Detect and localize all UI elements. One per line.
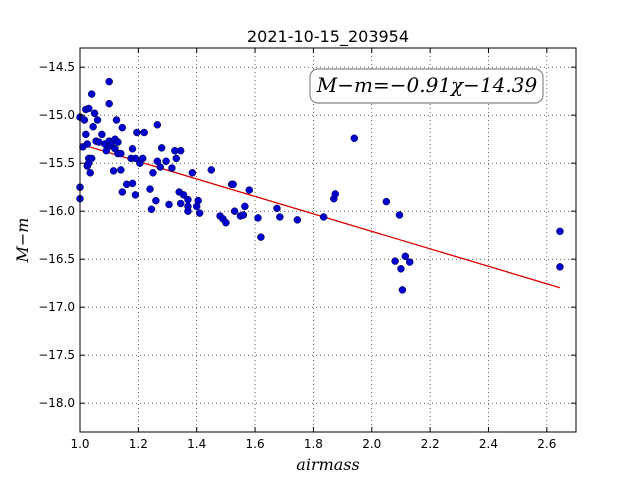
data-point [93, 116, 102, 124]
data-point [391, 257, 399, 265]
data-point [98, 130, 106, 139]
x-tick-label: 1.2 [129, 437, 148, 451]
fit-equation: M−m=−0.91χ−14.39 [316, 73, 538, 97]
data-point [118, 188, 127, 196]
data-point [293, 216, 302, 224]
data-point [382, 197, 391, 206]
data-point [109, 167, 118, 175]
data-point [165, 200, 173, 209]
data-point [118, 123, 127, 132]
axis-ticks: 1.0 1.2 1.4 1.6 1.8 2.0 2.2 2.4 2.6 −14.5 −15.0 −15… [38, 48, 576, 451]
x-tick-label: 2.0 [362, 437, 381, 451]
data-point [188, 169, 197, 177]
data-point [239, 211, 248, 219]
data-point [222, 218, 230, 227]
x-axis-label: airmass [296, 455, 359, 474]
data-point [146, 185, 154, 193]
data-point [254, 214, 262, 222]
data-point [82, 130, 90, 139]
data-point [156, 163, 164, 171]
data-point [138, 154, 147, 163]
data-point [85, 104, 93, 113]
data-point [241, 202, 249, 211]
y-tick-label: −17.5 [38, 348, 75, 362]
data-point [133, 128, 141, 137]
data-point [114, 138, 122, 146]
data-point [147, 205, 156, 214]
x-tick-label: 1.4 [187, 437, 206, 451]
data-point [319, 213, 328, 221]
data-point [90, 109, 99, 118]
data-point [149, 169, 157, 177]
data-point [168, 164, 176, 172]
data-point [556, 227, 564, 236]
data-point [152, 196, 160, 205]
annotation-box [309, 68, 544, 104]
data-point [395, 211, 404, 219]
data-point [179, 191, 188, 199]
data-point [117, 149, 125, 158]
data-point [140, 128, 148, 137]
y-tick-label: −17.0 [38, 300, 75, 314]
x-tick-label: 1.0 [70, 437, 89, 451]
x-tick-label: 1.8 [304, 437, 323, 451]
data-point [245, 186, 253, 194]
x-tick-label: 2.2 [421, 437, 440, 451]
data-point [397, 265, 405, 273]
data-point [162, 157, 170, 166]
data-point [273, 204, 281, 213]
data-point [184, 207, 192, 215]
y-tick-label: −15.0 [38, 108, 75, 122]
x-tick-label: 2.4 [479, 437, 498, 451]
x-tick-label: 2.6 [537, 437, 556, 451]
data-point [157, 144, 166, 152]
data-point [401, 252, 410, 261]
data-point [176, 146, 185, 155]
data-point [128, 145, 137, 153]
data-point [105, 77, 113, 86]
fit-annotation: M−m=−0.91χ−14.39 [309, 68, 544, 104]
data-point [86, 169, 94, 177]
data-point [112, 116, 121, 124]
data-point [153, 121, 162, 129]
data-point [89, 122, 97, 131]
data-point [172, 154, 181, 163]
data-point [131, 191, 140, 199]
data-point [176, 199, 185, 208]
data-point [128, 179, 137, 188]
data-point [80, 116, 89, 124]
data-point [257, 233, 265, 241]
data-point [230, 207, 239, 215]
y-tick-label: −14.5 [38, 60, 75, 74]
data-point [194, 196, 202, 205]
x-tick-label: 1.6 [246, 437, 265, 451]
data-point [350, 134, 359, 142]
data-point [87, 154, 96, 163]
data-point [102, 146, 111, 155]
data-point [131, 154, 140, 163]
data-point [398, 286, 407, 294]
data-point [87, 90, 96, 98]
y-tick-label: −16.5 [38, 252, 75, 266]
data-point [276, 213, 284, 221]
data-point [229, 180, 237, 189]
y-tick-label: −15.5 [38, 156, 75, 170]
data-point [207, 166, 216, 174]
data-point [83, 140, 92, 148]
gridlines [79, 48, 576, 432]
data-point [405, 258, 414, 266]
y-axis-label: M−m [13, 218, 32, 264]
data-point [105, 99, 113, 108]
plot-frame [79, 47, 577, 433]
chart-title: 2021-10-15_203954 [247, 27, 409, 47]
data-point [195, 209, 204, 217]
data-point [117, 166, 125, 174]
data-point [556, 263, 564, 271]
data-point [184, 195, 192, 204]
data-points [76, 77, 564, 294]
y-tick-label: −18.0 [38, 396, 75, 410]
y-tick-label: −16.0 [38, 204, 75, 218]
data-point [331, 190, 340, 198]
